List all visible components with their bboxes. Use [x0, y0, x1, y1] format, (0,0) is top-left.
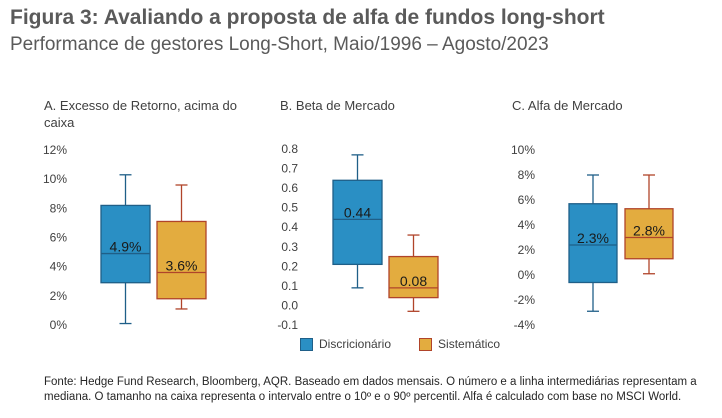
- legend-label-sistematico: Sistemático: [438, 337, 501, 351]
- panel-c-ytick-label: 10%: [511, 143, 535, 157]
- panel-b-sistematico-box: [388, 255, 439, 299]
- panel-c-sistematico-box: [624, 208, 674, 260]
- panel-b-title: B. Beta de Mercado: [280, 98, 395, 113]
- panel-a-ytick-label: 4%: [50, 260, 68, 274]
- panel-c-ytick-label: 4%: [518, 218, 536, 232]
- panel-c-ytick-label: 2%: [518, 243, 536, 257]
- panel-a-sistematico-box: [156, 220, 207, 300]
- panel-c-ytick-label: 8%: [518, 168, 536, 182]
- figure-title: Figura 3: Avaliando a proposta de alfa d…: [10, 6, 605, 29]
- legend-swatch-discricionario: [300, 337, 313, 351]
- panel-a-ytick-label: 2%: [50, 289, 68, 303]
- panel-c-ytick-label: -4%: [514, 318, 536, 332]
- panel-a-sistematico-median-label: 3.6%: [166, 258, 198, 274]
- panel-a-ytick-label: 6%: [50, 231, 68, 245]
- legend-label-discricionario: Discricionário: [319, 337, 392, 351]
- footnote: Fonte: Hedge Fund Research, Bloomberg, A…: [44, 376, 697, 403]
- panel-a-title: A. Excesso de Retorno, acima do caixa: [44, 98, 237, 130]
- panel-b-ytick-label: 0.2: [281, 259, 298, 273]
- panel-a-ytick-label: 12%: [43, 143, 67, 157]
- panel-a-ytick-label: 8%: [50, 201, 68, 215]
- panel-a-ytick-label: 0%: [50, 318, 68, 332]
- panel-b-discricionario-median-label: 0.44: [344, 204, 371, 220]
- panel-c-discricionario-box: [568, 203, 618, 284]
- panel-b-discricionario-box: [332, 179, 383, 266]
- legend: Discricionário Sistemático: [300, 337, 500, 351]
- figure-subtitle: Performance de gestores Long-Short, Maio…: [10, 34, 549, 55]
- panel-c-ytick-label: 6%: [518, 193, 536, 207]
- panel-c-title: C. Alfa de Mercado: [512, 98, 623, 113]
- panel-b-ytick-label: 0.7: [281, 162, 298, 176]
- panel-a-discricionario-box: [100, 204, 151, 284]
- panel-b-ytick-label: 0.1: [281, 279, 298, 293]
- panel-b-ytick-label: 0.6: [281, 181, 298, 195]
- panel-b-ytick-label: 0.0: [281, 298, 298, 312]
- panel-c-sistematico-median-label: 2.8%: [633, 223, 665, 239]
- legend-swatch-sistematico: [419, 337, 433, 351]
- panel-a-ytick-label: 10%: [43, 172, 67, 186]
- panel-c-ytick-label: 0%: [518, 268, 536, 282]
- panel-b-ytick-label: 0.8: [281, 142, 298, 156]
- panel-b-sistematico-median-label: 0.08: [400, 273, 427, 289]
- panel-b-ytick-label: 0.3: [281, 240, 298, 254]
- panel-c-discricionario-median-label: 2.3%: [577, 230, 609, 246]
- panel-b-ytick-label: -0.1: [277, 318, 298, 332]
- panel-a-discricionario-median-label: 4.9%: [110, 239, 142, 255]
- panel-c-ytick-label: -2%: [514, 293, 536, 307]
- panel-b-ytick-label: 0.5: [281, 201, 298, 215]
- panel-b-ytick-label: 0.4: [281, 220, 298, 234]
